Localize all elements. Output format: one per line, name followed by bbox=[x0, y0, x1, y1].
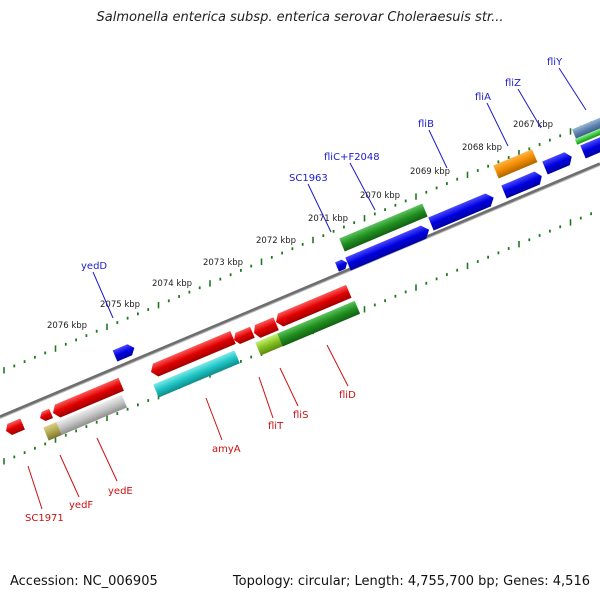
genome-backbone bbox=[0, 162, 600, 419]
upper-tick-ring bbox=[3, 121, 592, 374]
gene-label-fliZ[interactable]: fliZ bbox=[505, 78, 521, 89]
gene-label-yedF[interactable]: yedF bbox=[69, 500, 93, 511]
tick-label: 2073 kbp bbox=[203, 258, 243, 268]
gene-yedF[interactable] bbox=[38, 408, 53, 423]
gene-label-amyA[interactable]: amyA bbox=[212, 444, 241, 455]
genome-summary-text: Topology: circular; Length: 4,755,700 bp… bbox=[232, 574, 590, 589]
gene-blue-2[interactable] bbox=[580, 136, 600, 159]
gene-yedE[interactable] bbox=[43, 394, 128, 441]
reverse-genes bbox=[4, 284, 361, 441]
gene-blue-1[interactable] bbox=[345, 223, 432, 271]
gene-SC1971[interactable] bbox=[4, 418, 25, 436]
gene-fliB[interactable] bbox=[428, 191, 496, 231]
tick-label: 2069 kbp bbox=[410, 167, 450, 177]
tick-label: 2076 kbp bbox=[47, 321, 87, 331]
gene-red-3[interactable] bbox=[232, 326, 255, 346]
gene-label-fliB[interactable]: fliB bbox=[418, 119, 434, 130]
gene-label-fliC-F2048[interactable]: fliC+F2048 bbox=[324, 152, 380, 163]
forward-gene-labels bbox=[92, 67, 587, 319]
gene-red-5[interactable] bbox=[273, 284, 352, 329]
map-title: Salmonella enterica subsp. enterica sero… bbox=[96, 10, 504, 25]
gene-label-yedD[interactable]: yedD bbox=[81, 261, 107, 272]
gene-fliY[interactable] bbox=[542, 150, 574, 175]
gene-red-4[interactable] bbox=[251, 317, 279, 339]
tick-label: 2072 kbp bbox=[256, 236, 296, 246]
tick-label: 2067 kbp bbox=[513, 120, 553, 130]
gene-label-fliD[interactable]: fliD bbox=[339, 390, 356, 401]
gene-label-fliY[interactable]: fliY bbox=[547, 57, 563, 68]
gene-red-1[interactable] bbox=[50, 377, 124, 420]
gene-label-fliS[interactable]: fliS bbox=[293, 410, 308, 421]
tick-label: 2068 kbp bbox=[462, 143, 502, 153]
gene-red-2[interactable] bbox=[148, 330, 236, 378]
gene-SC1963[interactable] bbox=[335, 258, 349, 272]
reverse-gene-labels bbox=[27, 344, 349, 510]
tick-label: 2075 kbp bbox=[100, 300, 140, 310]
gene-label-SC1971[interactable]: SC1971 bbox=[25, 513, 64, 524]
gene-label-yedE[interactable]: yedE bbox=[108, 486, 133, 497]
gene-fliD[interactable] bbox=[277, 300, 361, 347]
gene-fliZ[interactable] bbox=[493, 149, 538, 179]
gene-fliA[interactable] bbox=[501, 170, 544, 199]
gene-label-fliA[interactable]: fliA bbox=[475, 92, 491, 103]
gene-fliC-F2048[interactable] bbox=[339, 203, 428, 252]
tick-label: 2074 kbp bbox=[152, 279, 192, 289]
accession-text: Accession: NC_006905 bbox=[10, 574, 158, 589]
tick-label: 2070 kbp bbox=[360, 191, 400, 201]
forward-genes bbox=[112, 117, 600, 362]
gene-fliT[interactable] bbox=[255, 333, 283, 356]
gene-steel[interactable] bbox=[572, 117, 600, 139]
gene-label-SC1963[interactable]: SC1963 bbox=[289, 173, 328, 184]
tick-labels: 2067 kbp 2068 kbp 2069 kbp 2070 kbp 2071… bbox=[47, 120, 553, 331]
gene-label-fliT[interactable]: fliT bbox=[268, 421, 284, 432]
gene-amyA[interactable] bbox=[153, 350, 240, 398]
tick-label: 2071 kbp bbox=[308, 214, 348, 224]
gene-light-green[interactable] bbox=[574, 127, 600, 145]
gene-yedD[interactable] bbox=[112, 342, 137, 362]
